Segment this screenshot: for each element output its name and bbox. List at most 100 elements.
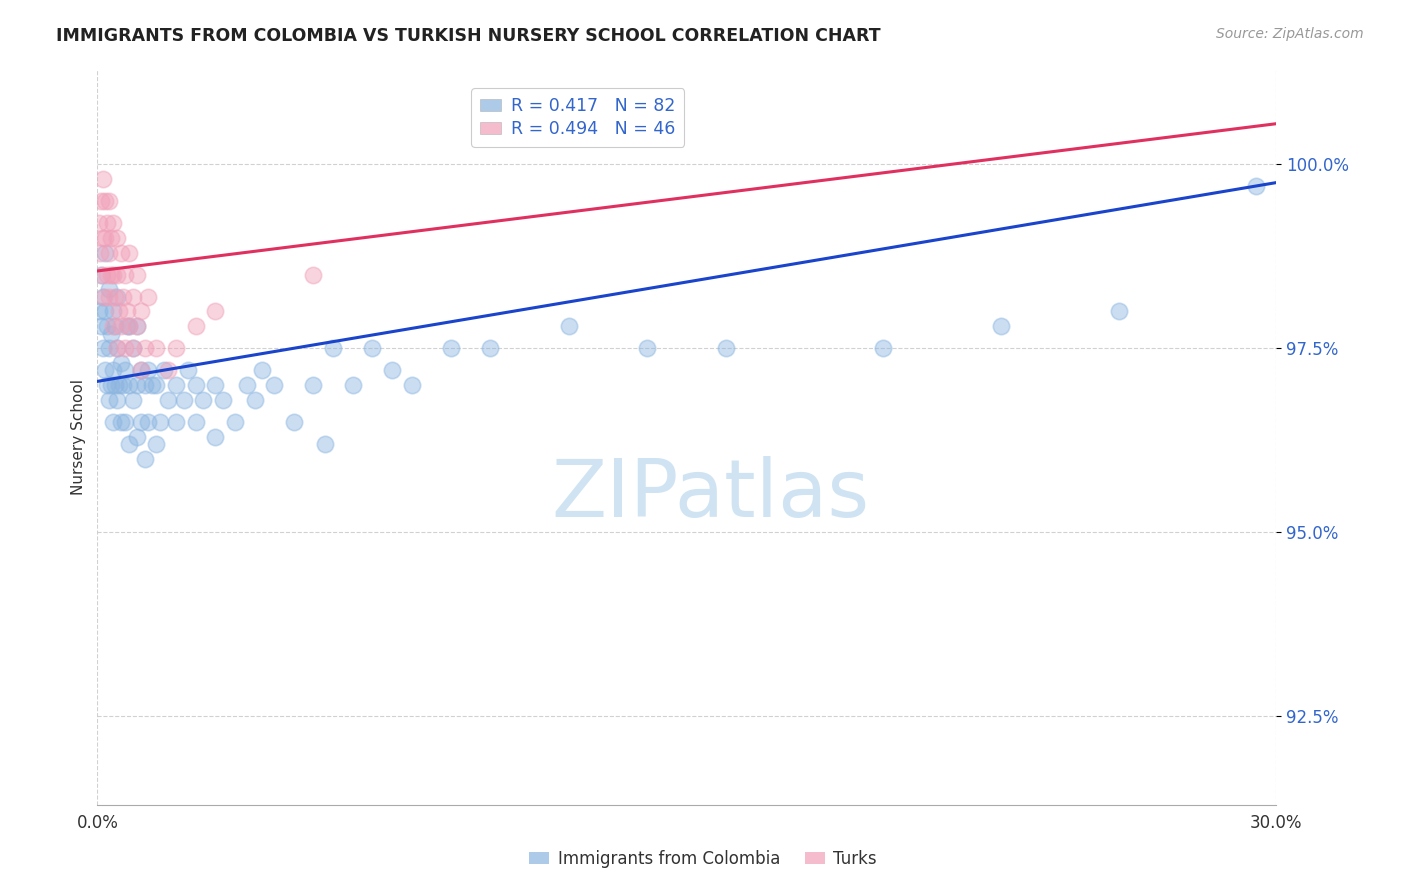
- Point: [134, 341, 156, 355]
- Point: [138, 363, 160, 377]
- Point: [105, 231, 128, 245]
- Point: [94, 304, 117, 318]
- Point: [381, 363, 404, 377]
- Point: [101, 363, 124, 377]
- Point: [89, 245, 111, 260]
- Point: [121, 341, 143, 355]
- Point: [94, 245, 117, 260]
- Point: [204, 378, 226, 392]
- Point: [114, 341, 136, 355]
- Point: [118, 245, 141, 260]
- Point: [93, 290, 115, 304]
- Point: [111, 290, 134, 304]
- Point: [157, 392, 180, 407]
- Point: [90, 194, 112, 208]
- Point: [1108, 304, 1130, 318]
- Point: [100, 231, 122, 245]
- Text: ZIPatlas: ZIPatlas: [551, 457, 869, 534]
- Point: [184, 319, 207, 334]
- Point: [104, 290, 127, 304]
- Point: [94, 231, 117, 245]
- Point: [91, 341, 114, 355]
- Point: [263, 378, 285, 392]
- Point: [193, 392, 215, 407]
- Point: [100, 378, 122, 392]
- Point: [129, 363, 152, 377]
- Y-axis label: Nursery School: Nursery School: [72, 378, 86, 494]
- Legend: Immigrants from Colombia, Turks: Immigrants from Colombia, Turks: [523, 844, 883, 875]
- Point: [101, 304, 124, 318]
- Point: [105, 290, 128, 304]
- Point: [243, 392, 266, 407]
- Point: [125, 429, 148, 443]
- Point: [134, 378, 156, 392]
- Point: [100, 268, 122, 282]
- Point: [91, 290, 114, 304]
- Point: [121, 341, 143, 355]
- Point: [138, 290, 160, 304]
- Point: [89, 304, 111, 318]
- Point: [118, 437, 141, 451]
- Point: [108, 304, 131, 318]
- Point: [98, 282, 121, 296]
- Point: [96, 268, 118, 282]
- Point: [104, 319, 127, 334]
- Point: [98, 290, 121, 304]
- Point: [342, 378, 364, 392]
- Point: [125, 268, 148, 282]
- Point: [149, 415, 172, 429]
- Point: [177, 363, 200, 377]
- Point: [252, 363, 274, 377]
- Point: [283, 415, 305, 429]
- Point: [302, 378, 325, 392]
- Point: [101, 268, 124, 282]
- Point: [105, 392, 128, 407]
- Point: [138, 415, 160, 429]
- Point: [134, 451, 156, 466]
- Point: [115, 304, 138, 318]
- Point: [129, 415, 152, 429]
- Point: [212, 392, 235, 407]
- Point: [165, 378, 187, 392]
- Point: [89, 216, 111, 230]
- Point: [94, 363, 117, 377]
- Point: [204, 304, 226, 318]
- Point: [98, 392, 121, 407]
- Point: [91, 172, 114, 186]
- Point: [114, 415, 136, 429]
- Point: [145, 341, 167, 355]
- Text: Source: ZipAtlas.com: Source: ZipAtlas.com: [1216, 27, 1364, 41]
- Point: [322, 341, 344, 355]
- Point: [90, 268, 112, 282]
- Point: [157, 363, 180, 377]
- Point: [302, 268, 325, 282]
- Point: [101, 216, 124, 230]
- Point: [184, 415, 207, 429]
- Point: [98, 194, 121, 208]
- Point: [204, 429, 226, 443]
- Point: [714, 341, 737, 355]
- Point: [235, 378, 257, 392]
- Text: IMMIGRANTS FROM COLOMBIA VS TURKISH NURSERY SCHOOL CORRELATION CHART: IMMIGRANTS FROM COLOMBIA VS TURKISH NURS…: [56, 27, 882, 45]
- Point: [101, 319, 124, 334]
- Point: [361, 341, 384, 355]
- Point: [90, 319, 112, 334]
- Point: [125, 319, 148, 334]
- Point: [101, 415, 124, 429]
- Point: [114, 268, 136, 282]
- Point: [91, 268, 114, 282]
- Point: [401, 378, 423, 392]
- Point: [110, 319, 132, 334]
- Point: [105, 341, 128, 355]
- Point: [129, 363, 152, 377]
- Point: [990, 319, 1012, 334]
- Point: [96, 216, 118, 230]
- Point: [165, 415, 187, 429]
- Point: [153, 363, 176, 377]
- Point: [184, 378, 207, 392]
- Point: [118, 319, 141, 334]
- Legend: R = 0.417   N = 82, R = 0.494   N = 46: R = 0.417 N = 82, R = 0.494 N = 46: [471, 88, 685, 147]
- Point: [1246, 179, 1268, 194]
- Point: [100, 326, 122, 341]
- Point: [121, 392, 143, 407]
